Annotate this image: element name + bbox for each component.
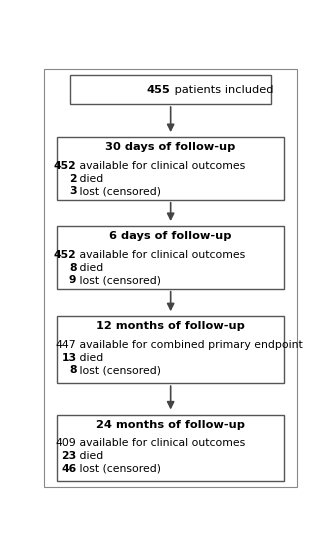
Text: 12 months of follow-up: 12 months of follow-up xyxy=(96,321,245,332)
Text: died: died xyxy=(77,174,104,184)
FancyBboxPatch shape xyxy=(57,137,284,200)
Text: 24 months of follow-up: 24 months of follow-up xyxy=(96,420,245,430)
Text: available for clinical outcomes: available for clinical outcomes xyxy=(77,250,246,260)
Text: lost (censored): lost (censored) xyxy=(77,186,162,196)
Text: 23: 23 xyxy=(61,451,77,461)
Text: lost (censored): lost (censored) xyxy=(77,366,162,376)
Text: 46: 46 xyxy=(61,464,77,474)
Text: died: died xyxy=(77,262,104,273)
Text: available for clinical outcomes: available for clinical outcomes xyxy=(77,438,246,448)
Text: 452: 452 xyxy=(54,250,77,260)
Text: 447: 447 xyxy=(56,340,77,350)
Text: available for clinical outcomes: available for clinical outcomes xyxy=(77,161,246,171)
Text: 3: 3 xyxy=(69,186,77,196)
FancyBboxPatch shape xyxy=(70,75,271,104)
Text: lost (censored): lost (censored) xyxy=(77,276,162,285)
Text: 6 days of follow-up: 6 days of follow-up xyxy=(110,231,232,241)
Text: died: died xyxy=(77,353,104,363)
Text: available for combined primary endpoint: available for combined primary endpoint xyxy=(77,340,303,350)
Text: 2: 2 xyxy=(69,174,77,184)
FancyBboxPatch shape xyxy=(57,226,284,289)
Text: 452: 452 xyxy=(54,161,77,171)
Text: 30 days of follow-up: 30 days of follow-up xyxy=(106,142,236,152)
Text: died: died xyxy=(77,451,104,461)
Text: patients included: patients included xyxy=(170,85,273,95)
Text: 455: 455 xyxy=(147,85,170,95)
FancyBboxPatch shape xyxy=(57,316,284,383)
Text: 409: 409 xyxy=(56,438,77,448)
Text: 8: 8 xyxy=(69,262,77,273)
Text: lost (censored): lost (censored) xyxy=(77,464,162,474)
Text: 9: 9 xyxy=(69,276,77,285)
Text: 13: 13 xyxy=(61,353,77,363)
FancyBboxPatch shape xyxy=(57,415,284,481)
Text: 8: 8 xyxy=(69,366,77,376)
